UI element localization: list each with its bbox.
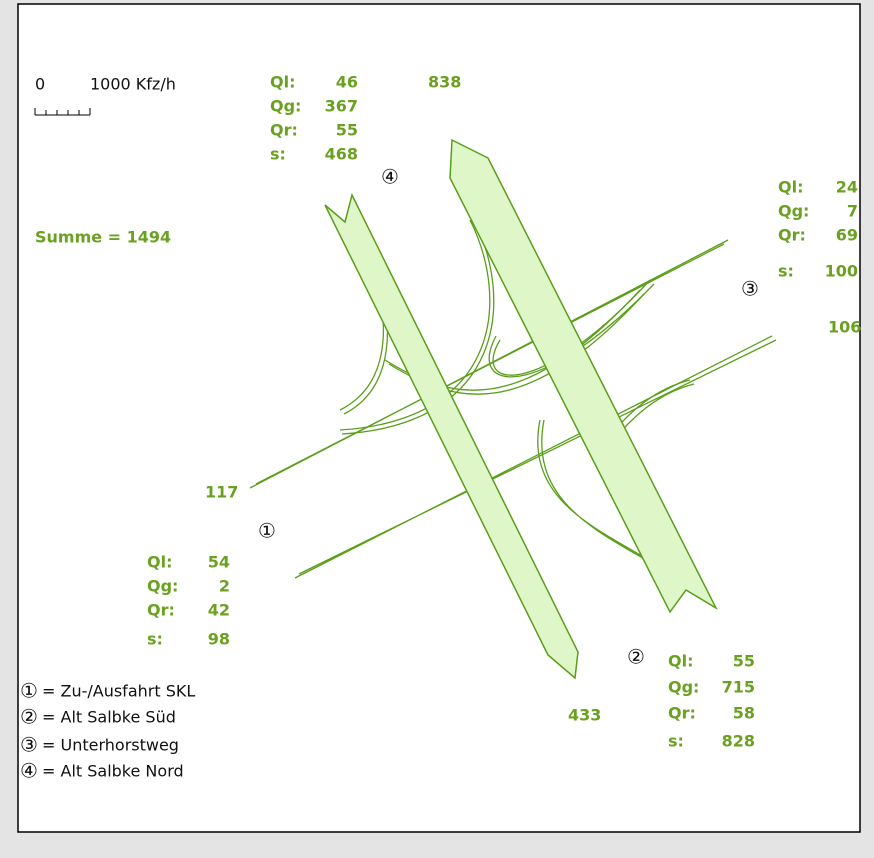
row-label: Qr:: [778, 226, 806, 245]
flow-value: 55: [733, 652, 755, 671]
approach-id: ②: [627, 645, 645, 669]
row-label: Ql:: [147, 553, 172, 572]
flow-value: 828: [722, 732, 755, 751]
row-label: Qg:: [270, 97, 301, 116]
flow-value: 58: [733, 704, 755, 723]
row-label: Qr:: [668, 704, 696, 723]
approach-id: ①: [258, 519, 276, 543]
row-label: s:: [270, 145, 286, 164]
row-label: s:: [668, 732, 684, 751]
row-label: s:: [778, 262, 794, 281]
legend-id: ③: [20, 733, 38, 757]
flow-value: 24: [836, 178, 858, 197]
flow-value: 54: [208, 553, 230, 572]
exit-value: 838: [428, 73, 461, 92]
flow-value: 367: [325, 97, 358, 116]
scale-label: 1000 Kfz/h: [90, 75, 176, 94]
exit-value: 117: [205, 483, 238, 502]
row-label: Ql:: [270, 73, 295, 92]
row-label: s:: [147, 630, 163, 649]
flow-value: 98: [208, 630, 230, 649]
scale-bar: [34, 108, 91, 116]
scale-zero: 0: [35, 75, 45, 94]
row-label: Ql:: [668, 652, 693, 671]
flow-value: 55: [336, 121, 358, 140]
legend-label: = Zu-/Ausfahrt SKL: [42, 682, 195, 701]
legend-label: = Alt Salbke Süd: [42, 708, 176, 727]
flow-value: 2: [219, 577, 230, 596]
approach-id: ③: [741, 277, 759, 301]
flow-value: 7: [847, 202, 858, 221]
row-label: Qg:: [147, 577, 178, 596]
row-label: Qr:: [270, 121, 298, 140]
legend-label: = Alt Salbke Nord: [42, 762, 184, 781]
row-label: Qg:: [668, 678, 699, 697]
flow-value: 42: [208, 601, 230, 620]
flow-value: 715: [722, 678, 755, 697]
flow-shapes: [34, 108, 777, 680]
legend-id: ②: [20, 705, 38, 729]
flow-value: 468: [325, 145, 358, 164]
exit-value: 106: [828, 318, 861, 337]
legend-label: = Unterhorstweg: [42, 736, 179, 755]
flow-value: 100: [825, 262, 858, 281]
row-label: Ql:: [778, 178, 803, 197]
approach-id: ④: [381, 165, 399, 189]
sum: Summe = 1494: [35, 228, 171, 247]
legend-id: ④: [20, 759, 38, 783]
flow-value: 69: [836, 226, 858, 245]
legend-id: ①: [20, 679, 38, 703]
exit-value: 433: [568, 706, 601, 725]
flow-value: 46: [336, 73, 358, 92]
row-label: Qr:: [147, 601, 175, 620]
row-label: Qg:: [778, 202, 809, 221]
